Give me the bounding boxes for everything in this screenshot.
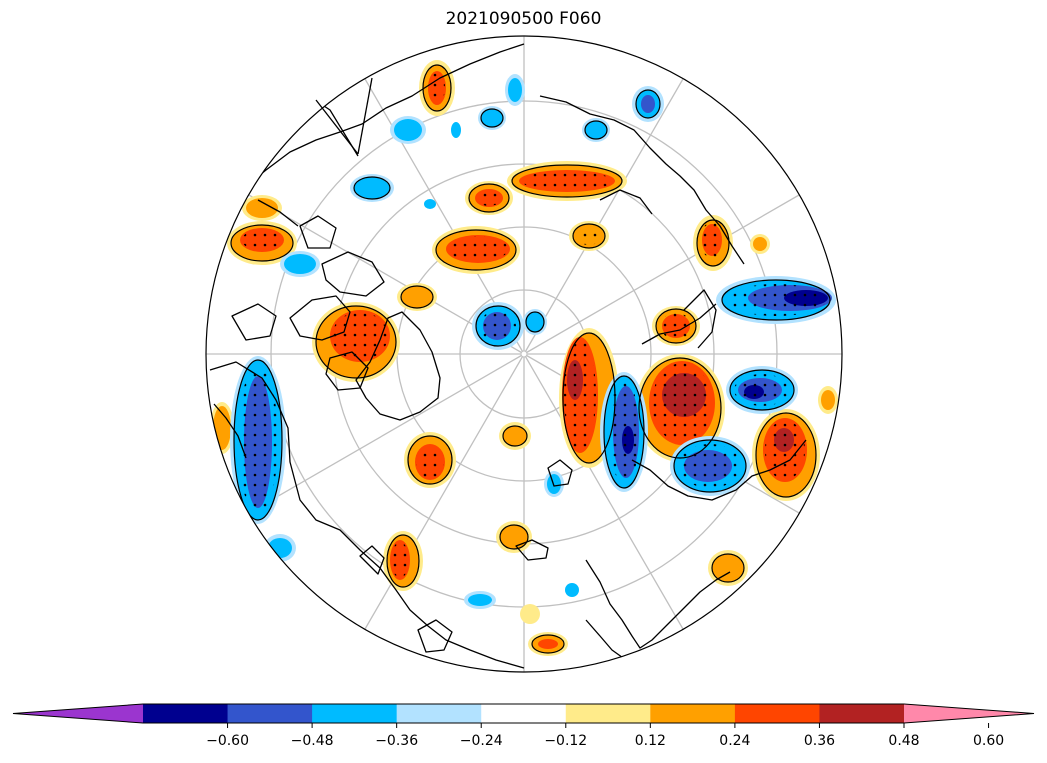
colorbar-segment [143, 704, 229, 723]
significance-stippling [238, 73, 826, 578]
colorbar-tick-label: 0.12 [635, 733, 666, 749]
colorbar-tick-label: −0.24 [460, 733, 503, 749]
colorbar-tick-label: −0.12 [544, 733, 587, 749]
colorbar-segment [650, 704, 736, 723]
north-pole-marker [520, 350, 528, 358]
colorbar-segment [312, 704, 398, 723]
colorbar-segment [396, 704, 482, 723]
colorbar-segment [227, 704, 313, 723]
colorbar-tick-label: 0.48 [888, 733, 919, 749]
colorbar-tick-label: −0.36 [375, 733, 418, 749]
colorbar-segment [819, 704, 905, 723]
colorbar-extend-max [904, 704, 1034, 723]
coastlines [209, 43, 807, 669]
colorbar-segment [565, 704, 651, 723]
colorbar-tick-label: 0.36 [804, 733, 835, 749]
colorbar: −0.60 −0.48 −0.36 −0.24 −0.12 0.12 0.24 0.36 0.4… [12, 703, 1035, 749]
colorbar-segment [734, 704, 820, 723]
map-frame [205, 35, 843, 673]
colorbar-extend-min [13, 704, 143, 723]
figure-title: 2021090500 F060 [445, 9, 602, 29]
colorbar-segment [481, 704, 567, 723]
colorbar-tick-label: 0.24 [719, 733, 750, 749]
colorbar-tick-label: −0.48 [291, 733, 334, 749]
colorbar-outline [12, 703, 1035, 724]
colorbar-tick-label: −0.60 [206, 733, 249, 749]
significance-contours [230, 64, 831, 654]
colorbar-tick-label: 0.60 [973, 733, 1004, 749]
boundary-lines [315, 77, 373, 155]
